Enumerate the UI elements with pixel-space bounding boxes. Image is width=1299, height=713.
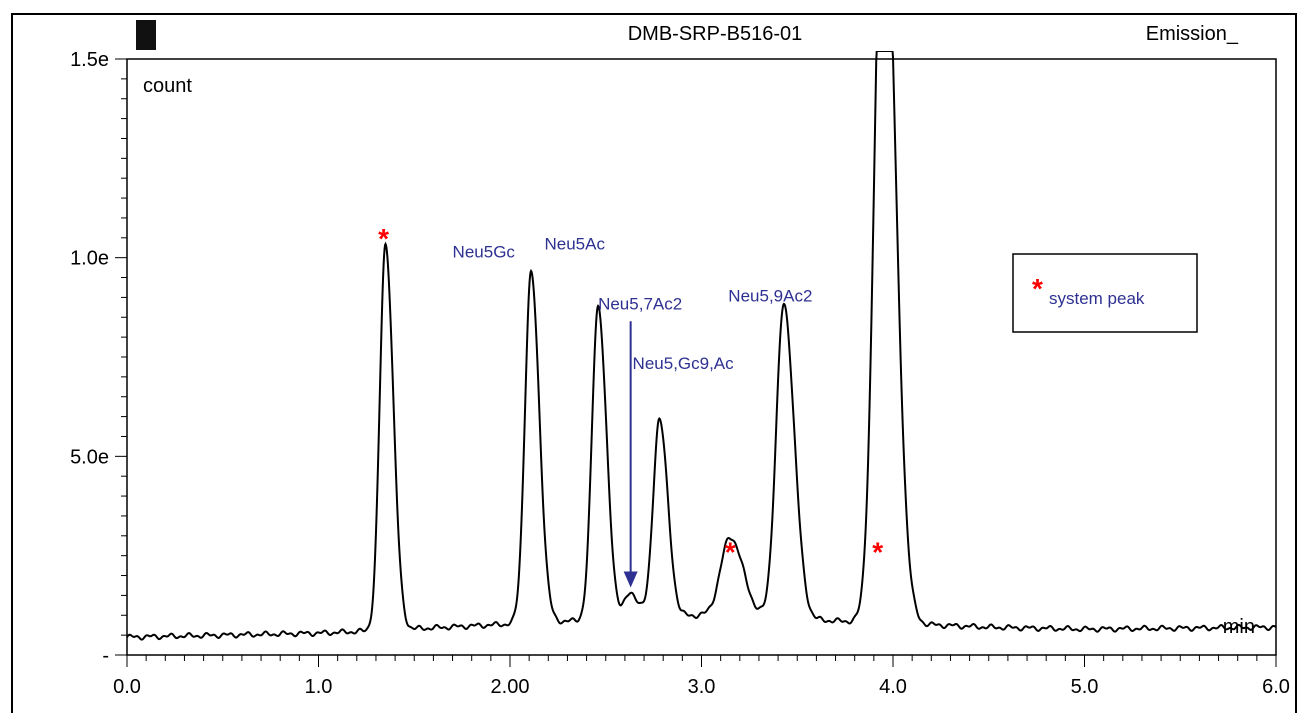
legend-text: system peak bbox=[1049, 289, 1145, 308]
system-peak-star-icon: * bbox=[725, 537, 736, 568]
x-tick-label: 1.0 bbox=[305, 676, 333, 698]
y-tick-label: 1.5e bbox=[70, 49, 109, 71]
corner-label: Emission_ bbox=[1146, 23, 1239, 45]
peak-annotation: Neu5Gc bbox=[453, 243, 516, 262]
y-tick-label: - bbox=[102, 645, 109, 667]
annotation-layer: Neu5Gc Neu5Ac Neu5,7Ac2 Neu5,Gc9,Ac Neu5,9Ac… bbox=[378, 223, 883, 588]
system-peak-star-icon: * bbox=[872, 537, 883, 568]
legend: * system peak bbox=[1012, 253, 1198, 333]
axes: 0.0 1.0 2.00 3.0 4.0 5.0 6.0 - 5.0e 1.0e 1.5e bbox=[70, 49, 1290, 698]
peak-annotation: Neu5,7Ac2 bbox=[598, 294, 682, 313]
peak-annotation: Neu5,Gc9,Ac bbox=[633, 354, 735, 373]
x-axis-label: min bbox=[1223, 616, 1255, 638]
x-tick-label: 4.0 bbox=[879, 676, 907, 698]
x-tick-label: 0.0 bbox=[113, 676, 141, 698]
chart-title: DMB-SRP-B516-01 bbox=[628, 23, 803, 45]
peak-annotation: Neu5Ac bbox=[544, 235, 605, 254]
x-tick-label: 3.0 bbox=[688, 676, 716, 698]
peak-annotation: Neu5,9Ac2 bbox=[728, 286, 812, 305]
legend-box bbox=[1012, 253, 1198, 333]
chart-frame bbox=[11, 13, 1297, 713]
y-tick-label: 1.0e bbox=[70, 248, 109, 270]
legend-star-icon: * bbox=[1032, 273, 1043, 304]
arrow-head-icon bbox=[623, 571, 638, 588]
chromatogram-trace bbox=[127, 51, 1276, 641]
logo-mark-icon bbox=[136, 20, 156, 50]
x-tick-label: 2.00 bbox=[491, 676, 530, 698]
y-tick-label: 5.0e bbox=[70, 446, 109, 468]
x-tick-label: 5.0 bbox=[1071, 676, 1099, 698]
y-axis-label: count bbox=[143, 75, 192, 97]
x-tick-label: 6.0 bbox=[1262, 676, 1290, 698]
trace-layer bbox=[127, 51, 1276, 641]
system-peak-star-icon: * bbox=[378, 223, 389, 254]
